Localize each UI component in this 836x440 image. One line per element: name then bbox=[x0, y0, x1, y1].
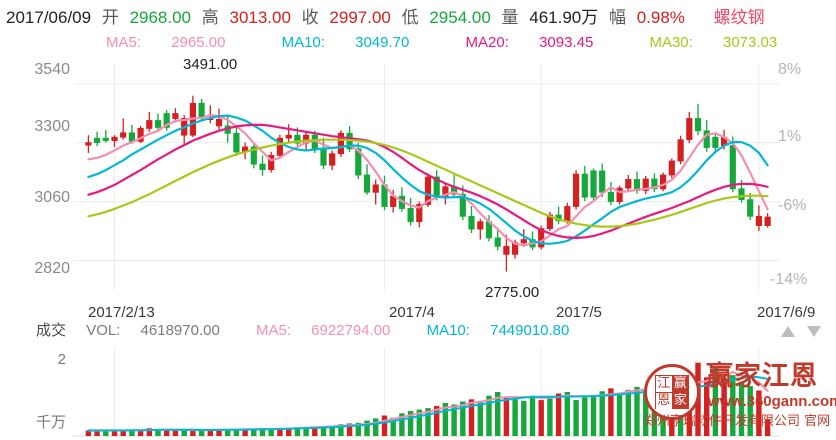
volume-ma5-label: MA5: bbox=[255, 322, 291, 339]
seal-char-4: 家 bbox=[672, 393, 688, 409]
price-ytick-3060: 3060 bbox=[34, 189, 70, 206]
volume-vol-label: VOL: bbox=[86, 322, 121, 339]
low-value: 2954.00 bbox=[429, 8, 491, 27]
ma5-legend-value: 2965.00 bbox=[171, 34, 226, 51]
company-seal-icon: 江 赢 恩 家 bbox=[644, 364, 700, 420]
open-label: 开 bbox=[101, 8, 119, 27]
volume-vol-value: 4618970.00 bbox=[140, 322, 220, 339]
xtick-2017-4: 2017/4 bbox=[389, 304, 435, 321]
ma5-legend: MA5: 2965.00 bbox=[106, 34, 251, 51]
quote-date: 2017/06/09 bbox=[6, 8, 92, 27]
volume-axis-unit: 千万 bbox=[35, 414, 66, 431]
xtick-2017-6-9: 2017/6/9 bbox=[757, 304, 816, 321]
ma20-legend: MA20: 3093.45 bbox=[466, 34, 620, 51]
ma-legend-bar: MA5: 2965.00 MA10: 3049.70 MA20: 3093.45… bbox=[6, 32, 830, 54]
xtick-2017-5: 2017/5 bbox=[556, 304, 602, 321]
volume-value: 461.90万 bbox=[529, 8, 599, 27]
close-label: 收 bbox=[301, 8, 319, 27]
xtick-2017-2-13: 2017/2/13 bbox=[88, 304, 155, 321]
high-value: 3013.00 bbox=[229, 8, 291, 27]
price-ytick-3540: 3540 bbox=[34, 61, 70, 78]
price-ytick-3300: 3300 bbox=[34, 118, 70, 135]
percent-ytick-neg6: -6% bbox=[778, 197, 807, 214]
volume-section-label: 成交 bbox=[36, 322, 67, 339]
symbol-name: 螺纹钢 bbox=[713, 8, 765, 27]
ma20-legend-value: 3093.45 bbox=[539, 34, 594, 51]
volume-ma10-label: MA10: bbox=[426, 322, 470, 339]
ma30-legend-value: 3073.03 bbox=[723, 34, 778, 51]
volume-ma5-group: MA5: 6922794.00 bbox=[256, 322, 406, 339]
volume-vol-group: VOL: 4618970.00 bbox=[86, 322, 236, 339]
volume-ytick-top: 2 bbox=[57, 351, 66, 368]
volume-ma10-value: 7449010.80 bbox=[490, 322, 570, 339]
ma30-legend-label: MA30: bbox=[649, 34, 693, 51]
annotation-high-price: 3491.00 bbox=[183, 56, 238, 73]
seal-characters: 江 赢 恩 家 bbox=[655, 375, 689, 409]
ma5-legend-label: MA5: bbox=[106, 34, 142, 51]
ma20-legend-label: MA20: bbox=[465, 34, 509, 51]
volume-header-bar: 成交 VOL: 4618970.00 MA5: 6922794.00 MA10:… bbox=[36, 322, 601, 340]
brand-logo[interactable]: 江 赢 恩 家 赢家江恩 www.360gann.com 郑州亨瑞软件开发有限公… bbox=[640, 360, 836, 440]
high-label: 高 bbox=[201, 8, 219, 27]
seal-char-1: 江 bbox=[656, 376, 672, 392]
ma10-legend: MA10: 3049.70 bbox=[282, 34, 436, 51]
ma10-legend-label: MA10: bbox=[281, 34, 325, 51]
volume-ma10-group: MA10: 7449010.80 bbox=[427, 322, 586, 339]
price-chart-svg[interactable] bbox=[0, 58, 836, 296]
close-value: 2997.00 bbox=[329, 8, 391, 27]
low-label: 低 bbox=[401, 8, 419, 27]
percent-ytick-neg14: -14% bbox=[770, 271, 808, 288]
brand-name: 赢家江恩 bbox=[706, 361, 818, 392]
quote-header-bar: 2017/06/09 开 2968.00 高 3013.00 收 2997.00… bbox=[6, 6, 830, 30]
seal-char-3: 恩 bbox=[656, 393, 672, 409]
percent-ytick-1: 1% bbox=[778, 128, 802, 145]
seal-char-2: 赢 bbox=[672, 376, 688, 392]
change-label: 幅 bbox=[608, 8, 626, 27]
price-chart-panel[interactable] bbox=[0, 58, 836, 296]
scroll-up-icon[interactable] bbox=[781, 326, 795, 337]
volume-label: 量 bbox=[501, 8, 519, 27]
brand-company: 郑州亨瑞软件开发有限公司 官网 bbox=[644, 414, 831, 429]
percent-ytick-8: 8% bbox=[778, 61, 802, 78]
brand-website[interactable]: www.360gann.com bbox=[708, 393, 836, 410]
scroll-down-icon[interactable] bbox=[807, 326, 821, 337]
price-ytick-2820: 2820 bbox=[34, 260, 70, 277]
ma10-legend-value: 3049.70 bbox=[355, 34, 410, 51]
open-value: 2968.00 bbox=[129, 8, 192, 27]
volume-ma5-value: 6922794.00 bbox=[311, 322, 391, 339]
change-value: 0.98% bbox=[636, 8, 685, 27]
annotation-low-price: 2775.00 bbox=[485, 284, 540, 301]
ma30-legend: MA30: 3073.03 bbox=[649, 34, 803, 51]
